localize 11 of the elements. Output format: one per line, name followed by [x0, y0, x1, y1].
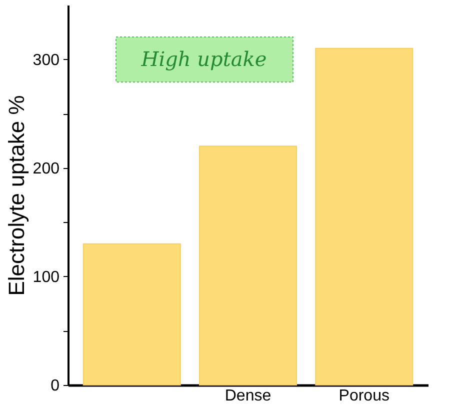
x-tick-label: Dense — [224, 388, 272, 404]
y-tick-label: 300 — [32, 52, 60, 69]
bar — [315, 48, 414, 386]
y-axis-title: Electrolyte uptake % — [4, 95, 29, 296]
y-tick-label: 100 — [32, 268, 60, 286]
y-tick-label: 0 — [50, 378, 60, 394]
annotation: High uptake — [140, 47, 267, 71]
bar — [82, 243, 181, 386]
x-tick-label: Porous — [338, 388, 390, 404]
y-tick-label: 200 — [32, 160, 60, 178]
bar — [199, 146, 297, 386]
